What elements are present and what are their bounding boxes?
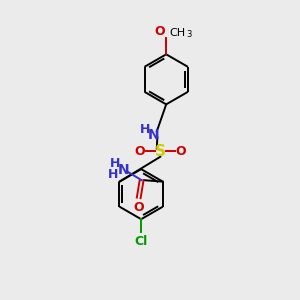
Text: N: N: [118, 163, 129, 177]
Text: 3: 3: [186, 30, 191, 39]
Text: CH: CH: [170, 28, 186, 38]
Text: H: H: [140, 123, 150, 136]
Text: O: O: [176, 145, 186, 158]
Text: O: O: [154, 25, 165, 38]
Text: Cl: Cl: [134, 236, 148, 248]
Text: O: O: [134, 201, 144, 214]
Text: H: H: [110, 158, 120, 170]
Text: H: H: [108, 168, 118, 181]
Text: N: N: [148, 128, 160, 142]
Text: O: O: [134, 145, 145, 158]
Text: S: S: [155, 144, 166, 159]
